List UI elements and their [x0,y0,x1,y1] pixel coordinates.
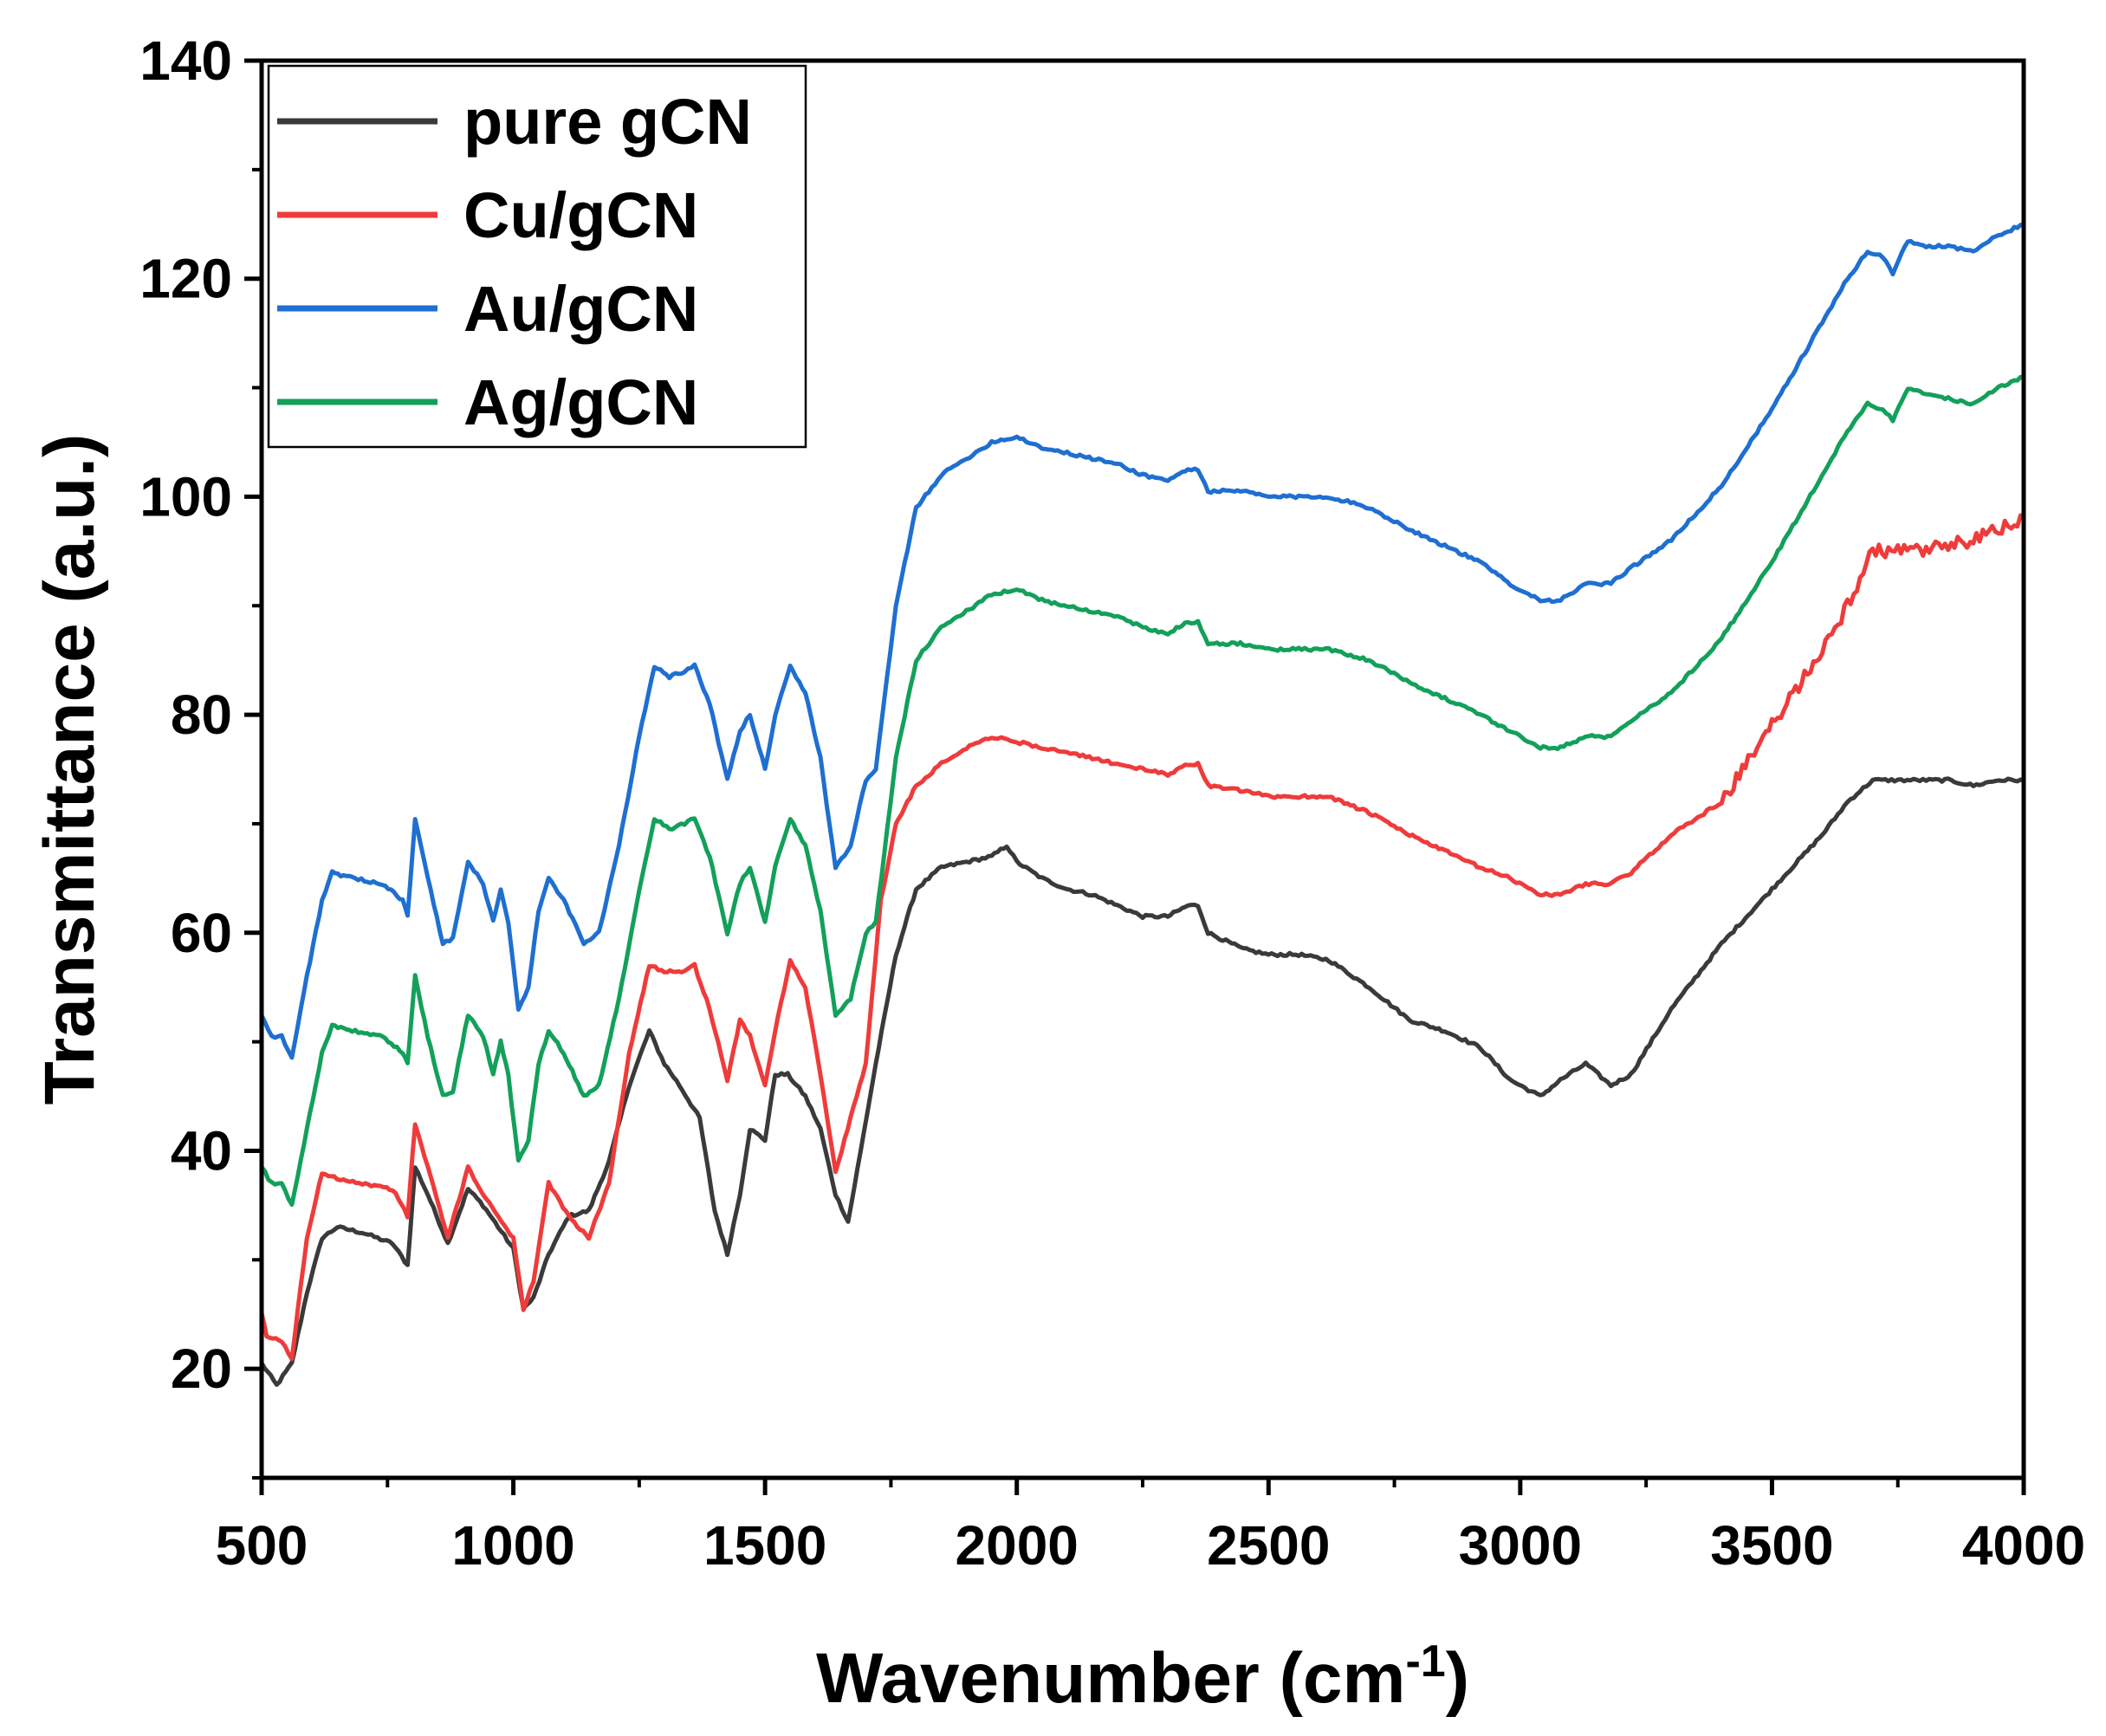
x-tick-label: 3000 [1459,1514,1582,1577]
y-tick-label: 140 [139,29,232,92]
series-line-cu-gcn [259,513,2025,1362]
x-tick-label: 2000 [956,1514,1079,1577]
x-tick-label: 3500 [1710,1514,1833,1577]
legend: pure gCN Cu/gCN Au/gCN Ag/gCN [267,64,807,449]
x-axis-ticks: 500 1000 1500 2000 2500 3000 3500 4000 [216,1478,2085,1577]
legend-label: Ag/gCN [463,366,698,438]
x-axis-title-close: ) [1446,1639,1469,1718]
y-axis-ticks: 20 40 60 80 100 120 140 [139,29,262,1480]
legend-box [267,64,807,449]
x-axis-title-superscript: -1 [1405,1636,1445,1687]
x-tick-label: 500 [216,1514,308,1577]
x-tick-label: 4000 [1962,1514,2085,1577]
y-tick-label: 100 [139,465,232,528]
x-axis-title: Wavenumber (cm-1) [816,1636,1469,1718]
y-tick-label: 20 [171,1338,232,1400]
y-tick-label: 40 [171,1119,232,1182]
y-tick-label: 120 [139,248,232,310]
legend-label: Cu/gCN [463,179,698,251]
x-tick-label: 1000 [451,1514,574,1577]
series-line-pure-gcn [259,776,2025,1387]
y-axis-title: Transmittance (a.u.) [30,434,109,1105]
y-tick-label: 80 [171,683,232,746]
x-tick-label: 2500 [1207,1514,1330,1577]
y-tick-label: 60 [171,902,232,964]
series-layer [259,222,2025,1387]
legend-label: Au/gCN [463,273,698,345]
series-line-au-gcn [259,222,2025,1060]
series-line-ag-gcn [260,374,2025,1208]
x-axis-title-main: Wavenumber (cm [816,1639,1405,1718]
legend-label: pure gCN [463,86,752,158]
x-tick-label: 1500 [703,1514,826,1577]
